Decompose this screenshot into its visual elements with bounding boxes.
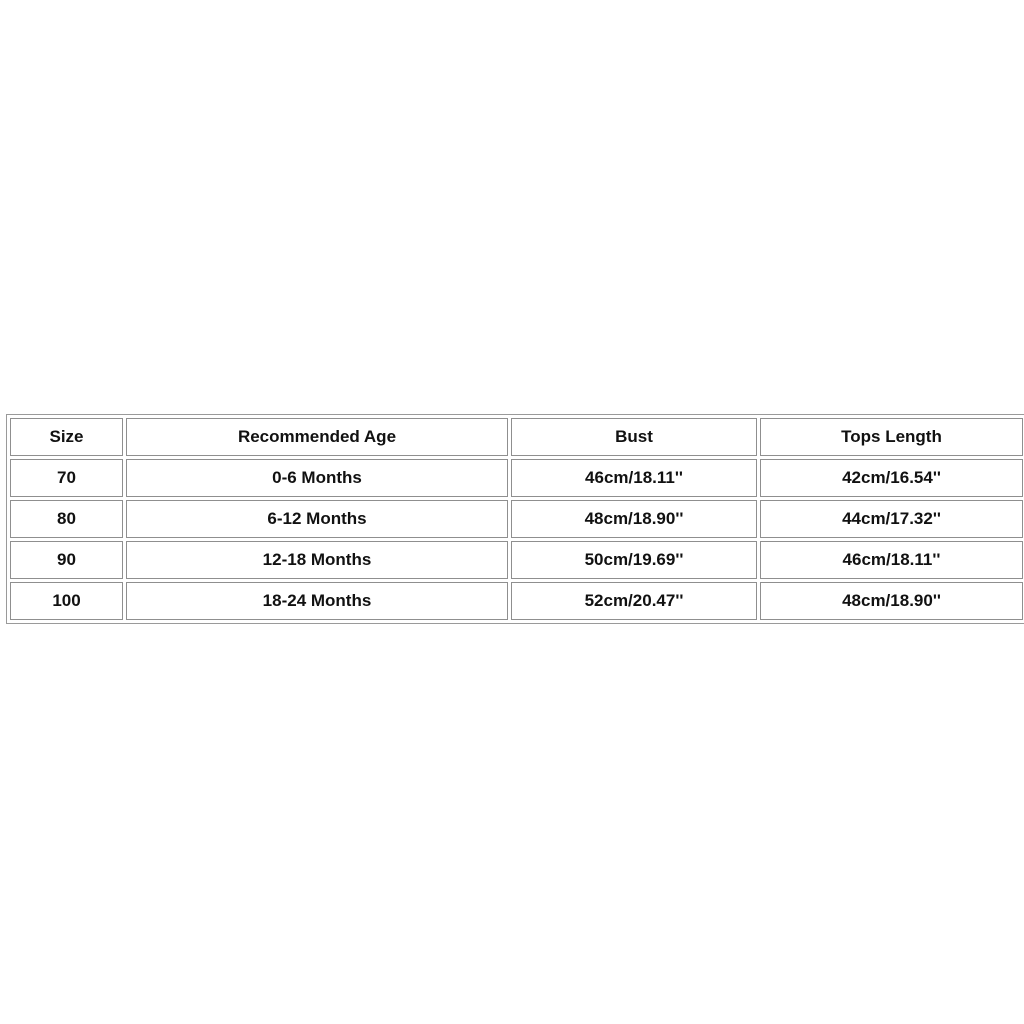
header-size: Size [10,418,123,456]
cell-size: 90 [10,541,123,579]
cell-tops-length: 44cm/17.32'' [760,500,1023,538]
size-chart-table: Size Recommended Age Bust Tops Length 70… [6,414,1024,624]
cell-age: 0-6 Months [126,459,508,497]
cell-tops-length: 46cm/18.11'' [760,541,1023,579]
header-tops-length: Tops Length [760,418,1023,456]
cell-size: 100 [10,582,123,620]
table-row: 80 6-12 Months 48cm/18.90'' 44cm/17.32'' [10,500,1023,538]
header-recommended-age: Recommended Age [126,418,508,456]
cell-tops-length: 42cm/16.54'' [760,459,1023,497]
cell-bust: 48cm/18.90'' [511,500,757,538]
header-bust: Bust [511,418,757,456]
cell-size: 80 [10,500,123,538]
table-row: 90 12-18 Months 50cm/19.69'' 46cm/18.11'… [10,541,1023,579]
cell-bust: 52cm/20.47'' [511,582,757,620]
table-row: 70 0-6 Months 46cm/18.11'' 42cm/16.54'' [10,459,1023,497]
cell-age: 12-18 Months [126,541,508,579]
table-header-row: Size Recommended Age Bust Tops Length [10,418,1023,456]
cell-age: 18-24 Months [126,582,508,620]
cell-bust: 50cm/19.69'' [511,541,757,579]
cell-bust: 46cm/18.11'' [511,459,757,497]
cell-tops-length: 48cm/18.90'' [760,582,1023,620]
table-row: 100 18-24 Months 52cm/20.47'' 48cm/18.90… [10,582,1023,620]
cell-size: 70 [10,459,123,497]
cell-age: 6-12 Months [126,500,508,538]
